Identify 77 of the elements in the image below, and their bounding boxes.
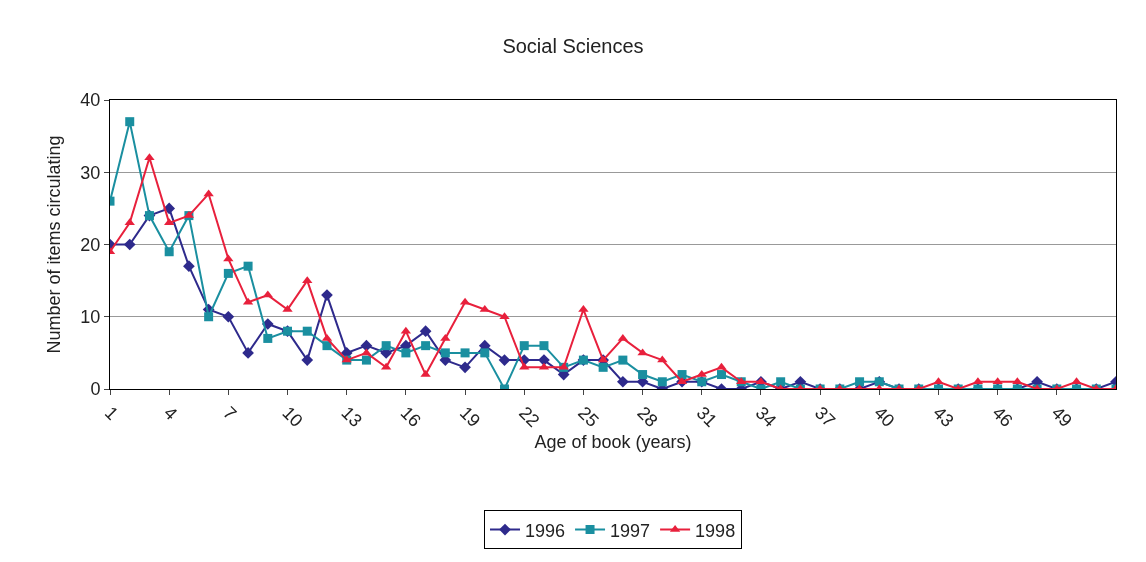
point bbox=[855, 377, 865, 387]
point bbox=[617, 375, 629, 388]
point bbox=[677, 370, 687, 380]
x-tick-label: 37 bbox=[810, 402, 840, 431]
x-tick-label: 46 bbox=[988, 402, 1017, 431]
point bbox=[204, 312, 214, 322]
point bbox=[123, 238, 136, 251]
point bbox=[360, 339, 373, 352]
point bbox=[419, 325, 432, 338]
x-tick-label: 4 bbox=[159, 402, 182, 424]
point bbox=[716, 362, 727, 370]
point bbox=[776, 377, 786, 387]
chart-title: Social Sciences bbox=[502, 35, 644, 58]
y-tick-label: 40 bbox=[80, 90, 101, 111]
point bbox=[183, 260, 195, 273]
point bbox=[203, 189, 214, 197]
legend-label: 1997 bbox=[610, 520, 651, 541]
x-tick-label: 40 bbox=[870, 402, 899, 431]
point bbox=[222, 310, 235, 323]
x-tick-label: 31 bbox=[692, 402, 721, 431]
point bbox=[401, 348, 411, 358]
point bbox=[361, 355, 371, 365]
point bbox=[262, 290, 273, 298]
y-tick-label: 10 bbox=[80, 307, 101, 328]
point bbox=[242, 347, 254, 359]
point bbox=[302, 326, 312, 336]
point bbox=[638, 370, 648, 380]
x-tick-label: 7 bbox=[219, 402, 241, 424]
point bbox=[519, 362, 530, 370]
legend-label: 1998 bbox=[695, 520, 736, 541]
point bbox=[301, 354, 314, 366]
point bbox=[263, 333, 273, 343]
point bbox=[421, 341, 431, 351]
point bbox=[618, 355, 628, 365]
point bbox=[657, 377, 667, 387]
point bbox=[164, 247, 174, 257]
point bbox=[460, 348, 470, 358]
x-tick-label: 49 bbox=[1047, 402, 1076, 431]
point bbox=[1012, 377, 1023, 385]
point bbox=[243, 261, 253, 271]
x-tick-label: 22 bbox=[515, 402, 544, 431]
point bbox=[124, 218, 135, 226]
legend-label: 1996 bbox=[525, 520, 566, 541]
point bbox=[519, 341, 529, 351]
point bbox=[933, 377, 944, 385]
point bbox=[498, 354, 511, 366]
x-tick-label: 28 bbox=[633, 402, 662, 431]
point bbox=[1071, 377, 1082, 385]
x-tick-label: 13 bbox=[337, 402, 366, 431]
x-tick-label: 1 bbox=[100, 402, 123, 424]
point bbox=[539, 341, 549, 351]
y-tick-label: 30 bbox=[80, 162, 101, 183]
point bbox=[125, 117, 135, 127]
point bbox=[223, 254, 234, 262]
point bbox=[637, 348, 648, 356]
point bbox=[361, 348, 372, 356]
y-tick-label: 0 bbox=[90, 379, 101, 400]
point bbox=[459, 361, 471, 374]
y-tick-label: 20 bbox=[80, 234, 101, 255]
point bbox=[480, 348, 490, 358]
point bbox=[440, 348, 450, 358]
point bbox=[440, 333, 451, 341]
point bbox=[144, 153, 155, 161]
x-tick-label: 25 bbox=[574, 402, 603, 431]
point bbox=[381, 341, 391, 351]
point bbox=[322, 341, 332, 351]
x-tick-label: 19 bbox=[455, 402, 485, 431]
point bbox=[598, 362, 608, 372]
point bbox=[992, 377, 1003, 385]
x-tick-label: 10 bbox=[278, 402, 307, 431]
x-tick-label: 43 bbox=[929, 402, 958, 431]
point bbox=[223, 268, 233, 278]
point bbox=[716, 370, 726, 380]
x-axis-title: Age of book (years) bbox=[534, 432, 692, 453]
x-tick-label: 16 bbox=[396, 402, 425, 431]
y-axis-title: Number of items circulating bbox=[43, 135, 64, 354]
x-tick-label: 34 bbox=[751, 402, 781, 431]
